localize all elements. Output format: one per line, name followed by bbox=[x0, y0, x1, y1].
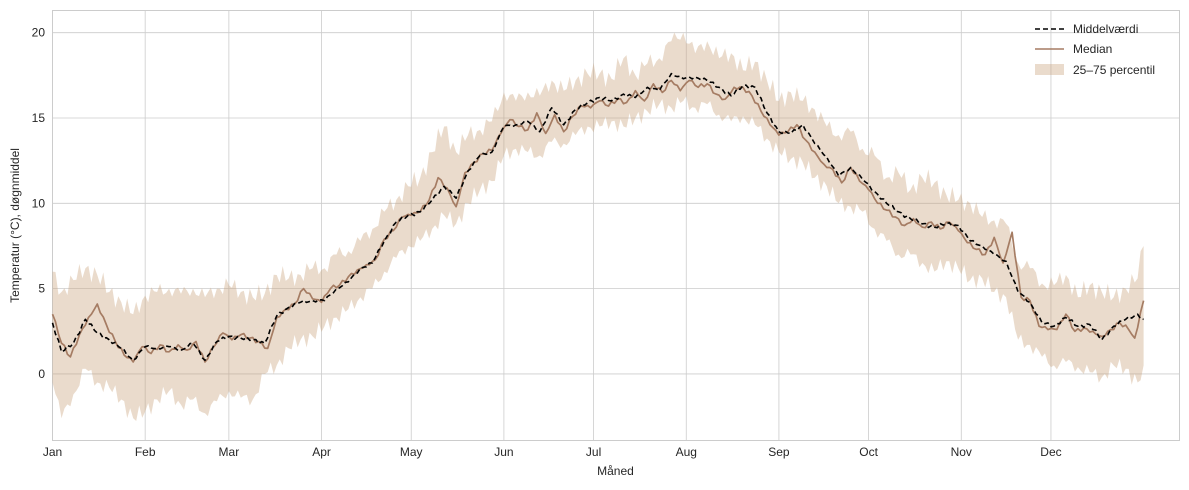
y-tick-label: 20 bbox=[32, 26, 46, 40]
x-tick-label: Jul bbox=[586, 445, 601, 459]
percentile-band bbox=[52, 32, 1144, 421]
y-tick-label: 15 bbox=[32, 111, 46, 125]
y-tick-label: 5 bbox=[38, 282, 45, 296]
plot-frame bbox=[52, 10, 1180, 441]
x-tick-label: Feb bbox=[135, 445, 156, 459]
legend-band-label: 25–75 percentil bbox=[1073, 63, 1155, 77]
x-tick-label: Jan bbox=[43, 445, 62, 459]
grid bbox=[52, 10, 1180, 441]
legend: Middelværdi Median 25–75 percentil bbox=[1035, 22, 1155, 77]
y-tick-label: 0 bbox=[38, 367, 45, 381]
x-tick-label: Sep bbox=[768, 445, 790, 459]
x-tick-label: Mar bbox=[219, 445, 240, 459]
x-tick-label: Apr bbox=[312, 445, 331, 459]
legend-median-label: Median bbox=[1073, 42, 1112, 56]
legend-mean-label: Middelværdi bbox=[1073, 22, 1138, 36]
x-tick-label: Nov bbox=[951, 445, 972, 459]
x-axis-title: Måned bbox=[597, 464, 634, 478]
series-lines bbox=[51, 72, 1145, 363]
x-tick-label: Oct bbox=[859, 445, 878, 459]
median-line bbox=[51, 79, 1145, 363]
y-axis-title: Temperatur (°C), døgnmiddel bbox=[8, 148, 22, 303]
y-tick-labels: 0 5 10 15 20 bbox=[32, 26, 46, 381]
x-tick-labels: Jan Feb Mar Apr May Jun Jul Aug Sep Oct Nov Dec bbox=[43, 445, 1062, 459]
mean-line bbox=[51, 72, 1144, 362]
x-tick-label: Dec bbox=[1040, 445, 1061, 459]
percentile-band-area bbox=[52, 32, 1144, 421]
x-tick-label: May bbox=[400, 445, 423, 459]
y-tick-label: 10 bbox=[32, 196, 46, 210]
x-tick-label: Aug bbox=[676, 445, 697, 459]
legend-band-swatch bbox=[1035, 64, 1064, 75]
x-tick-label: Jun bbox=[494, 445, 513, 459]
